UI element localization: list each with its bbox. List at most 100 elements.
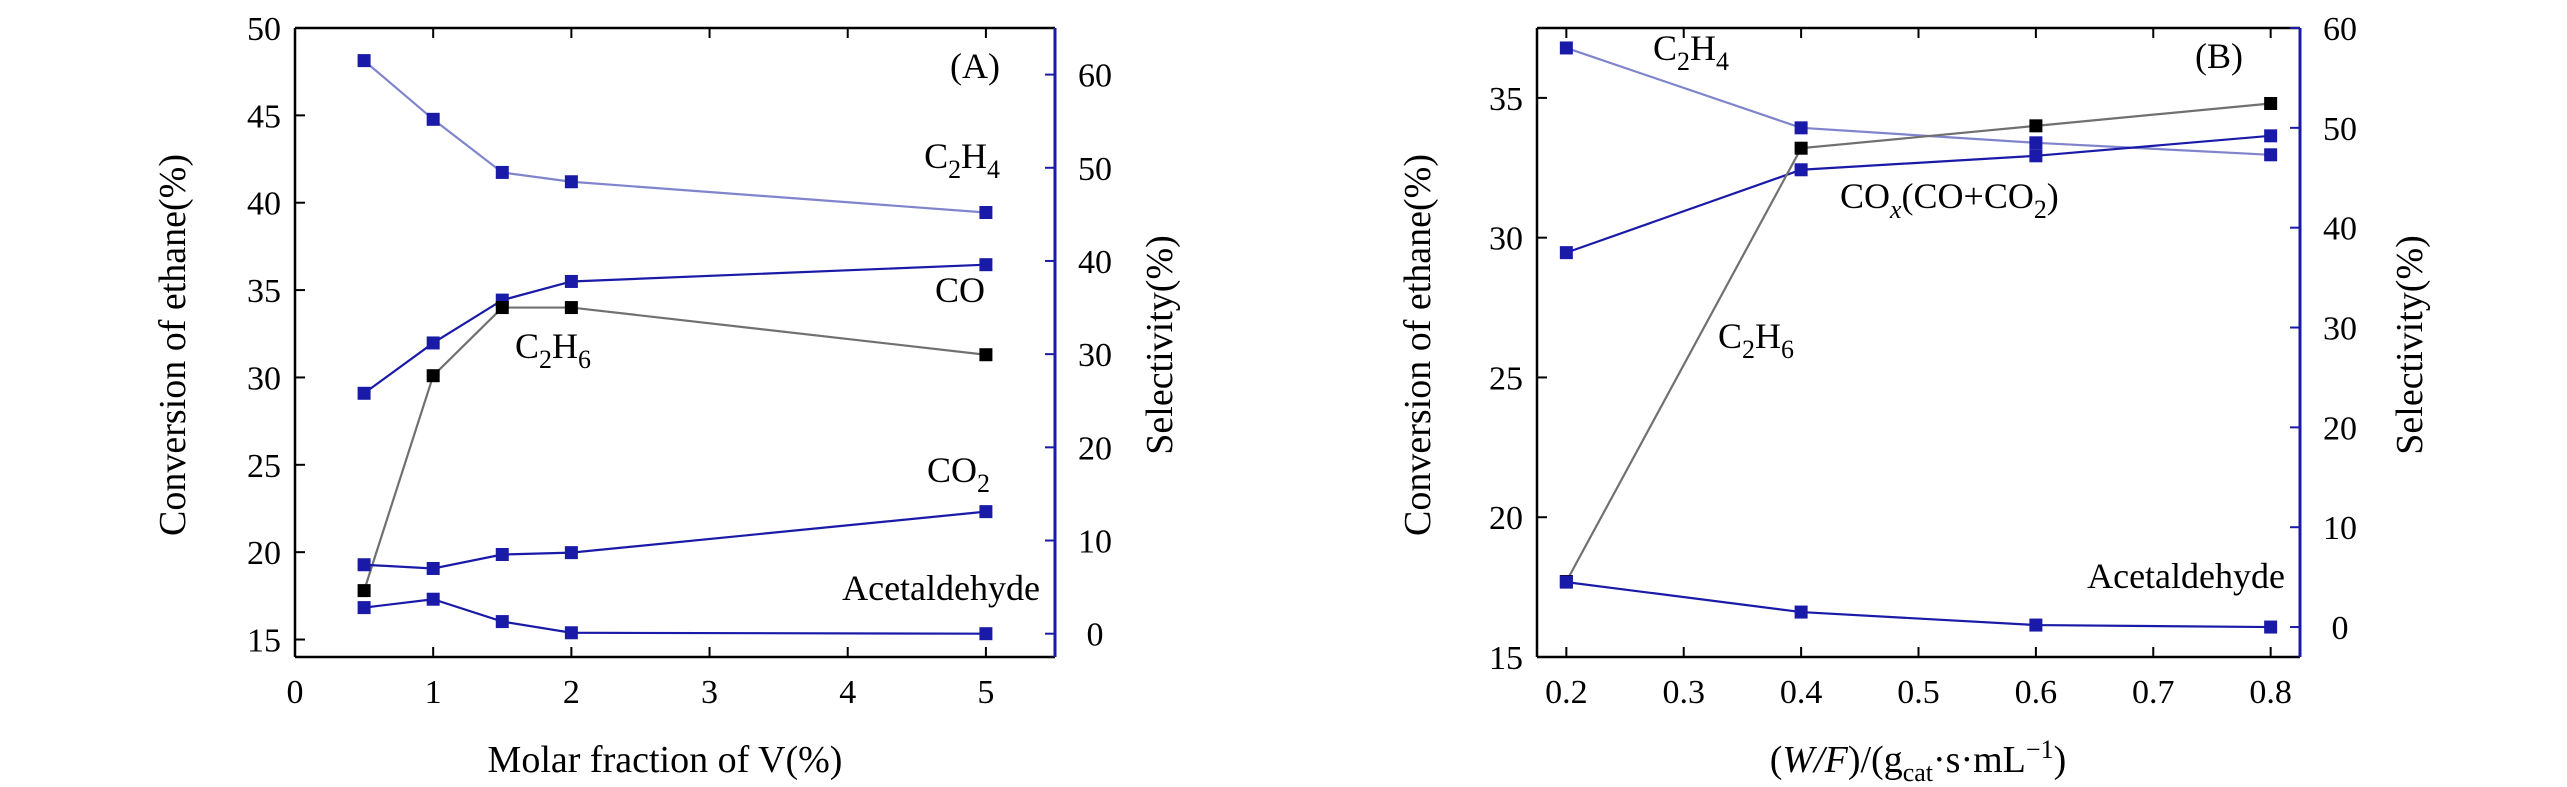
data-point xyxy=(564,175,578,189)
x-tick-label: 0 xyxy=(287,674,304,711)
data-point xyxy=(495,547,509,561)
x-tick-label: 4 xyxy=(839,674,856,711)
series-label: Acetaldehyde xyxy=(2087,556,2285,596)
y-right-tick-label: 60 xyxy=(1078,58,1112,95)
y-right-axis-title: Selectivity(%) xyxy=(1139,235,1181,454)
series-c2h4: C2H4 xyxy=(357,54,1000,220)
data-point xyxy=(979,627,993,641)
series-label: COx(CO+CO2) xyxy=(1840,176,2059,224)
series-line xyxy=(1566,581,2271,629)
data-point xyxy=(564,301,578,315)
data-point xyxy=(2029,119,2043,133)
data-point xyxy=(1794,605,1808,619)
data-point xyxy=(979,348,993,362)
y-left-tick-label: 25 xyxy=(1489,360,1523,397)
y-left-tick-label: 30 xyxy=(1489,221,1523,258)
series-label: Acetaldehyde xyxy=(842,568,1040,608)
series-line xyxy=(364,510,987,570)
y-left-tick-label: 20 xyxy=(247,535,281,572)
x-tick-label: 5 xyxy=(977,674,994,711)
x-axis-title: Molar fraction of V(%) xyxy=(488,739,843,781)
data-point xyxy=(2029,149,2043,163)
y-left-tick-label: 20 xyxy=(1489,500,1523,537)
y-left-axis-title: Conversion of ethane(%) xyxy=(1397,154,1439,536)
series-label: C2H4 xyxy=(924,136,1000,184)
data-point xyxy=(1559,246,1573,260)
series-line xyxy=(1565,102,2271,583)
y-right-tick-label: 0 xyxy=(2332,610,2349,647)
data-point xyxy=(357,601,371,615)
y-left-tick-label: 50 xyxy=(247,11,281,48)
x-tick-label: 0.2 xyxy=(1545,674,1588,711)
data-point xyxy=(1794,121,1808,135)
series-c2h6: C2H6 xyxy=(1559,96,2278,589)
y-right-tick-label: 20 xyxy=(2323,410,2357,447)
data-point xyxy=(2264,620,2278,634)
y-right-tick-label: 10 xyxy=(2323,510,2357,547)
y-right-tick-label: 40 xyxy=(1078,244,1112,281)
data-point xyxy=(2264,129,2278,143)
series-line xyxy=(1565,134,2271,254)
y-left-tick-label: 35 xyxy=(1489,81,1523,118)
y-left-tick-label: 30 xyxy=(247,360,281,397)
data-point xyxy=(564,274,578,288)
x-tick-label: 0.4 xyxy=(1780,674,1823,711)
chart-panel-b: 0.2 0.3 0.4 0.5 0.6 0.7 0.8 15 20 25 30 35 0 10 20 30 40… xyxy=(1397,11,2431,787)
series-label: CO2 xyxy=(927,450,990,498)
x-tick-label: 0.8 xyxy=(2249,674,2292,711)
data-point xyxy=(1559,575,1573,589)
series-label: C2H6 xyxy=(1718,316,1794,364)
panel-label: (A) xyxy=(950,46,1000,86)
y-left-tick-label: 25 xyxy=(247,448,281,485)
data-point xyxy=(357,584,371,598)
x-tick-label: 0.7 xyxy=(2132,674,2175,711)
y-left-tick-label: 45 xyxy=(247,98,281,135)
data-point xyxy=(2029,618,2043,632)
data-point xyxy=(357,54,371,68)
data-point xyxy=(2264,148,2278,162)
data-point xyxy=(426,592,440,606)
x-tick-label: 1 xyxy=(425,674,442,711)
y-left-tick-label: 40 xyxy=(247,186,281,223)
y-right-tick-label: 50 xyxy=(2323,111,2357,148)
data-point xyxy=(1794,141,1808,155)
y-left-axis-title: Conversion of ethane(%) xyxy=(152,154,194,536)
series-c2h4: C2H4 xyxy=(1559,28,2278,162)
data-point xyxy=(495,165,509,179)
data-point xyxy=(2264,96,2278,110)
data-point xyxy=(495,615,509,629)
data-point xyxy=(357,558,371,572)
data-point xyxy=(2029,136,2043,150)
x-tick-label: 0.3 xyxy=(1662,674,1705,711)
series-label: CO xyxy=(935,270,985,310)
series-line xyxy=(1565,46,2271,156)
y-right-tick-label: 20 xyxy=(1078,430,1112,467)
y-right-tick-label: 30 xyxy=(1078,337,1112,374)
data-point xyxy=(495,301,509,315)
series-line xyxy=(363,306,987,591)
series-co2: CO2 xyxy=(357,450,993,575)
data-point xyxy=(426,561,440,575)
data-point xyxy=(357,386,371,400)
y-left-tick-label: 15 xyxy=(1489,640,1523,677)
y-right-tick-label: 40 xyxy=(2323,211,2357,248)
data-point xyxy=(564,626,578,640)
series-line xyxy=(363,263,986,395)
y-right-tick-label: 60 xyxy=(2323,11,2357,48)
data-point xyxy=(979,505,993,519)
series-line xyxy=(363,59,986,214)
x-tick-label: 2 xyxy=(563,674,580,711)
series-c2h6: C2H6 xyxy=(357,301,993,598)
x-tick-label: 0.5 xyxy=(1897,674,1940,711)
y-right-axis-title: Selectivity(%) xyxy=(2389,235,2431,454)
y-left-tick-label: 15 xyxy=(247,623,281,660)
data-point xyxy=(426,336,440,350)
y-right-tick-label: 0 xyxy=(1087,617,1104,654)
series-label: C2H4 xyxy=(1653,28,1729,76)
panel-label: (B) xyxy=(2195,36,2243,76)
series-acetaldehyde: Acetaldehyde xyxy=(1559,556,2285,634)
y-right-tick-label: 50 xyxy=(1078,151,1112,188)
y-right-tick-label: 30 xyxy=(2323,311,2357,348)
y-left-tick-label: 35 xyxy=(247,273,281,310)
